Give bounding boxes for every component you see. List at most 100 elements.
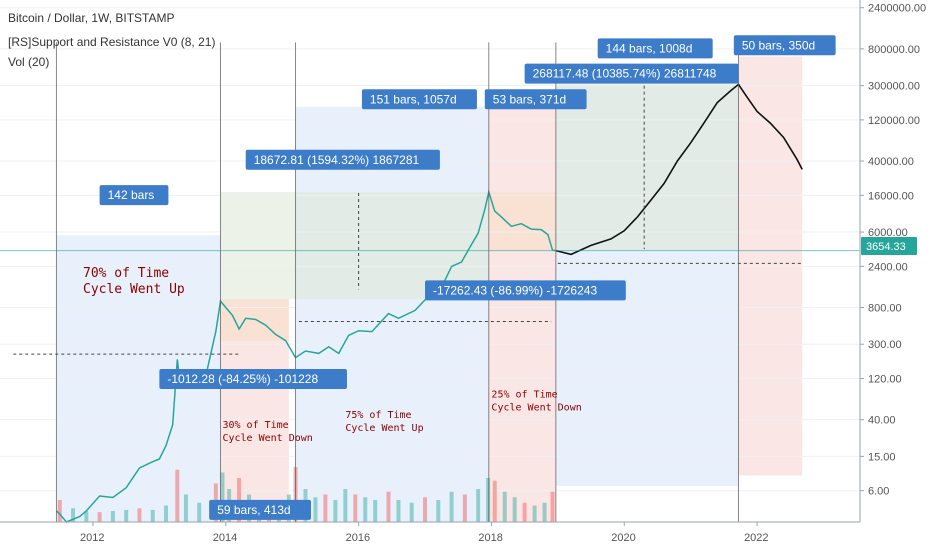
volume-bar — [183, 494, 188, 522]
x-tick-label: 2018 — [478, 532, 502, 544]
info-label-6: 268117.48 (10385.74%) 26811748 — [524, 63, 739, 84]
info-label-box — [159, 368, 347, 389]
annotation-2-line: Cycle Went Up — [345, 423, 423, 434]
y-tick-label: 2400.00 — [868, 261, 908, 273]
volume-bar — [97, 512, 102, 522]
x-tick-label: 2022 — [744, 532, 768, 544]
volume-bar — [373, 500, 378, 522]
info-label-box — [209, 499, 311, 520]
y-tick-label: 300000.00 — [868, 81, 920, 93]
price-badge — [861, 237, 917, 255]
volume-bar — [164, 505, 169, 522]
info-label-text: 53 bars, 371d — [493, 92, 566, 106]
y-axis: 6.00 15.00 40.00 120.00 300.00 800.00 2400.00 6… — [860, 3, 926, 498]
volume-bar — [343, 489, 348, 522]
volume-bar — [476, 489, 481, 522]
volume-bar — [175, 469, 180, 522]
volume-bar — [386, 491, 391, 522]
info-label-5: 50 bars, 350d — [733, 35, 836, 56]
x-tick-label: 2020 — [611, 532, 635, 544]
zone-10 — [488, 191, 556, 252]
y-tick-label: 120000.00 — [868, 115, 920, 127]
info-label-box — [597, 38, 713, 59]
volume-bar — [333, 500, 338, 522]
info-label-text: -1012.28 (-84.25%) -101228 — [167, 372, 318, 386]
x-axis: 2012 2014 2016 2018 2020 2022 — [80, 522, 769, 544]
info-label-1: 18672.81 (1594.32%) 1867281 — [245, 149, 440, 170]
volume-bar — [449, 491, 454, 522]
volume-bar — [220, 472, 225, 522]
y-tick-label: 40000.00 — [868, 156, 914, 168]
info-label-0: 142 bars — [99, 185, 169, 206]
projection-series — [555, 83, 803, 256]
y-tick-label: 6000.00 — [868, 227, 908, 239]
zone-2 — [220, 191, 296, 300]
info-label-text: 151 bars, 1057d — [370, 92, 457, 106]
zone-5 — [488, 106, 556, 522]
info-label-text: -17262.43 (-86.99%) -1726243 — [433, 283, 597, 297]
label-layer: 142 bars 18672.81 (1594.32%) 1867281 151 b… — [99, 35, 836, 520]
info-label-text: 142 bars — [108, 188, 155, 202]
volume-bar — [353, 494, 358, 522]
volume-bar — [313, 497, 318, 522]
volume-bar — [197, 502, 202, 522]
volume-bar — [57, 500, 62, 522]
y-tick-label: 300.00 — [868, 339, 902, 351]
volume-bar — [396, 500, 401, 522]
zone-3 — [295, 106, 489, 522]
indicator-label: [RS]Support and Resistance V0 (8, 21) — [8, 35, 215, 49]
y-tick-label: 800000.00 — [868, 44, 920, 56]
annotation-0-line: 70% of Time — [83, 266, 169, 281]
info-label-text: 59 bars, 413d — [217, 503, 290, 517]
volume-bar — [71, 508, 76, 522]
info-label-8: -1012.28 (-84.25%) -101228 — [159, 368, 347, 389]
info-label-text: 50 bars, 350d — [742, 38, 815, 52]
info-label-box — [361, 89, 477, 110]
info-label-4: 144 bars, 1008d — [597, 38, 713, 59]
info-label-text: 18672.81 (1594.32%) 1867281 — [254, 153, 420, 167]
annotation-3-line: Cycle Went Down — [491, 403, 581, 414]
volume-bar — [512, 497, 517, 522]
volume-bar — [542, 502, 547, 522]
y-tick-label: 800.00 — [868, 302, 902, 314]
y-tick-label: 15.00 — [868, 451, 896, 463]
volume-bar — [436, 500, 441, 522]
price-badge-label: 3654.33 — [866, 241, 906, 253]
info-label-box — [524, 63, 739, 84]
y-tick-label: 120.00 — [868, 374, 902, 386]
volume-bar — [84, 511, 89, 522]
annotation-1-line: Cycle Went Down — [222, 433, 312, 444]
info-label-text: 144 bars, 1008d — [606, 41, 693, 55]
info-label-7: -17262.43 (-86.99%) -1726243 — [425, 280, 626, 301]
y-tick-label: 2400000.00 — [868, 3, 926, 15]
y-tick-label: 16000.00 — [868, 190, 914, 202]
volume-bar — [363, 497, 368, 522]
x-tick-label: 2012 — [80, 532, 104, 544]
info-label-box — [425, 280, 626, 301]
info-label-box — [733, 35, 836, 56]
zone-7 — [555, 84, 739, 251]
x-tick-label: 2016 — [346, 532, 370, 544]
volume-bar — [423, 497, 428, 522]
volume-bar — [486, 478, 491, 522]
annotation-3-line: 25% of Time — [491, 390, 557, 401]
volume-bar — [492, 480, 497, 522]
volume-bar — [150, 509, 155, 522]
chart-title: Bitcoin / Dollar, 1W, BITSTAMP — [8, 11, 175, 25]
volume-bar — [137, 508, 142, 522]
info-label-box — [245, 149, 440, 170]
info-label-box — [99, 185, 169, 206]
x-tick-label: 2014 — [213, 532, 237, 544]
annotation-0-line: Cycle Went Up — [83, 282, 185, 297]
volume-bar — [462, 494, 467, 522]
volume-bar — [532, 505, 537, 522]
volume-bar — [522, 502, 527, 522]
info-label-3: 53 bars, 371d — [484, 89, 587, 110]
annotation-2-line: 75% of Time — [345, 410, 411, 421]
info-label-9: 59 bars, 413d — [209, 499, 311, 520]
info-label-2: 151 bars, 1057d — [361, 89, 477, 110]
info-label-text: 268117.48 (10385.74%) 26811748 — [533, 67, 717, 81]
